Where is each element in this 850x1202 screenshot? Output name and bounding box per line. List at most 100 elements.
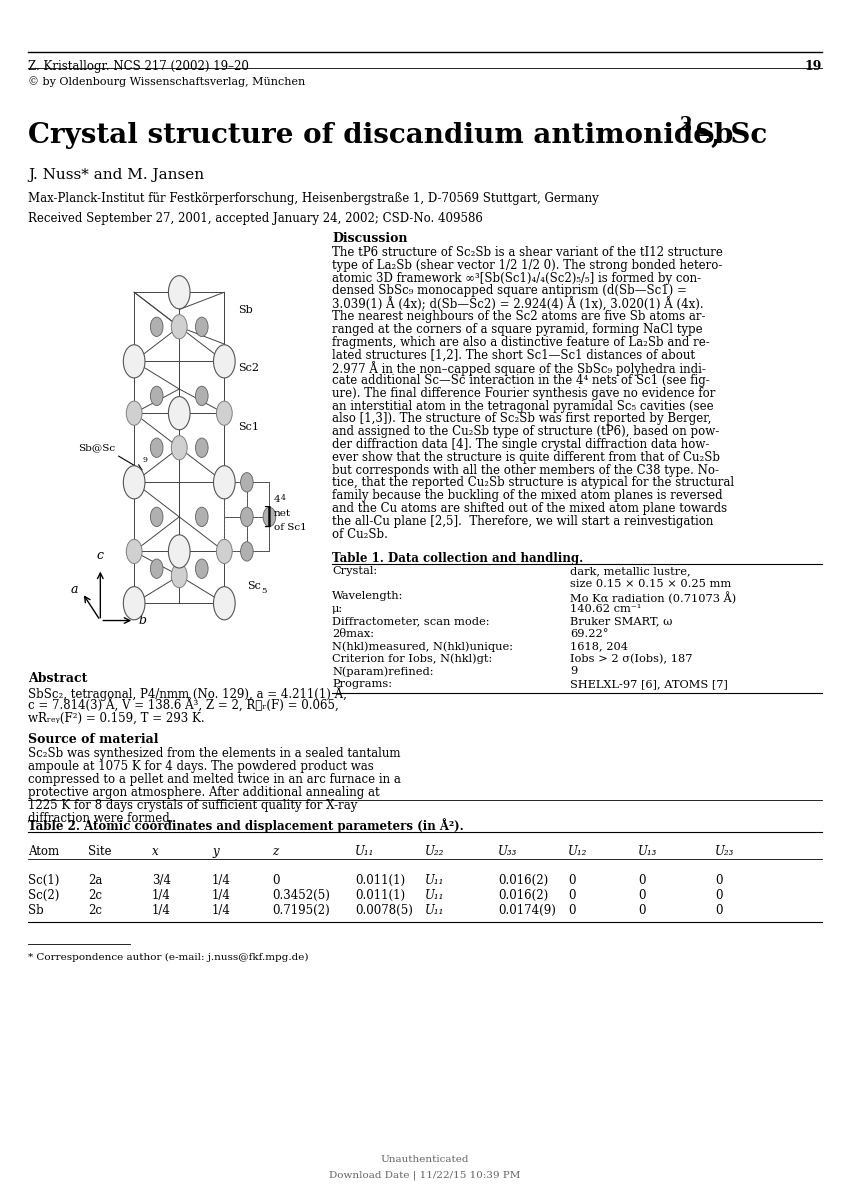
Text: 5: 5 bbox=[262, 587, 267, 595]
Text: 1225 K for 8 days crystals of sufficient quality for X-ray: 1225 K for 8 days crystals of sufficient… bbox=[28, 799, 357, 813]
Circle shape bbox=[213, 345, 235, 377]
Text: c = 7.814(3) Å, V = 138.6 Å³, Z = 2, R₟ᵣ(F) = 0.065,: c = 7.814(3) Å, V = 138.6 Å³, Z = 2, R₟ᵣ… bbox=[28, 700, 339, 713]
Text: x: x bbox=[152, 845, 159, 858]
Text: The nearest neighbours of the Sc2 atoms are five Sb atoms ar-: The nearest neighbours of the Sc2 atoms … bbox=[332, 310, 706, 323]
Circle shape bbox=[150, 507, 163, 526]
Text: 140.62 cm⁻¹: 140.62 cm⁻¹ bbox=[570, 603, 642, 614]
Text: Received September 27, 2001, accepted January 24, 2002; CSD-No. 409586: Received September 27, 2001, accepted Ja… bbox=[28, 212, 483, 225]
Text: Abstract: Abstract bbox=[28, 672, 88, 685]
Text: fragments, which are also a distinctive feature of La₂Sb and re-: fragments, which are also a distinctive … bbox=[332, 335, 710, 349]
Text: size 0.15 × 0.15 × 0.25 mm: size 0.15 × 0.15 × 0.25 mm bbox=[570, 579, 731, 589]
Circle shape bbox=[196, 386, 208, 405]
Text: c: c bbox=[97, 549, 104, 561]
Text: type of La₂Sb (shear vector 1/2 1/2 0). The strong bonded hetero-: type of La₂Sb (shear vector 1/2 1/2 0). … bbox=[332, 258, 722, 272]
Circle shape bbox=[123, 345, 145, 377]
Text: U₃₃: U₃₃ bbox=[498, 845, 518, 858]
Circle shape bbox=[241, 507, 253, 526]
Text: 69.22°: 69.22° bbox=[570, 629, 609, 639]
Circle shape bbox=[168, 397, 190, 430]
Text: 0: 0 bbox=[715, 889, 722, 902]
Text: U₁₁: U₁₁ bbox=[425, 874, 445, 887]
Text: Sb: Sb bbox=[694, 121, 734, 149]
Text: U₁₃: U₁₃ bbox=[638, 845, 657, 858]
Text: U₁₁: U₁₁ bbox=[425, 904, 445, 917]
Text: 0: 0 bbox=[568, 904, 575, 917]
Text: 2c: 2c bbox=[88, 889, 102, 902]
Text: 2c: 2c bbox=[88, 904, 102, 917]
Text: Source of material: Source of material bbox=[28, 733, 158, 746]
Text: dark, metallic lustre,: dark, metallic lustre, bbox=[570, 566, 690, 577]
Text: Wavelength:: Wavelength: bbox=[332, 591, 404, 601]
Text: 0: 0 bbox=[568, 889, 575, 902]
Circle shape bbox=[264, 507, 275, 526]
Circle shape bbox=[213, 587, 235, 620]
Text: 0.0174(9): 0.0174(9) bbox=[498, 904, 556, 917]
Text: 3/4: 3/4 bbox=[152, 874, 171, 887]
Text: lated structures [1,2]. The short Sc1—Sc1 distances of about: lated structures [1,2]. The short Sc1—Sc… bbox=[332, 349, 695, 362]
Text: Sc2: Sc2 bbox=[238, 363, 259, 374]
Text: 4: 4 bbox=[274, 495, 280, 504]
Text: an interstitial atom in the tetragonal pyramidal Sc₅ cavities (see: an interstitial atom in the tetragonal p… bbox=[332, 399, 714, 412]
Circle shape bbox=[196, 559, 208, 578]
Text: Diffractometer, scan mode:: Diffractometer, scan mode: bbox=[332, 617, 490, 626]
Text: U₁₂: U₁₂ bbox=[568, 845, 587, 858]
Text: U₂₃: U₂₃ bbox=[715, 845, 734, 858]
Text: tice, that the reported Cu₂Sb structure is atypical for the structural: tice, that the reported Cu₂Sb structure … bbox=[332, 476, 734, 489]
Text: Atom: Atom bbox=[28, 845, 60, 858]
Circle shape bbox=[127, 401, 142, 426]
Text: © by Oldenbourg Wissenschaftsverlag, München: © by Oldenbourg Wissenschaftsverlag, Mün… bbox=[28, 76, 305, 87]
Text: the all-Cu plane [2,5].  Therefore, we will start a reinvestigation: the all-Cu plane [2,5]. Therefore, we wi… bbox=[332, 514, 713, 528]
Text: Sc1: Sc1 bbox=[238, 422, 259, 432]
Text: N(param)refined:: N(param)refined: bbox=[332, 666, 434, 677]
Text: Table 1. Data collection and handling.: Table 1. Data collection and handling. bbox=[332, 553, 583, 565]
Text: diffraction were formed.: diffraction were formed. bbox=[28, 813, 173, 825]
Text: also [1,3]). The structure of Sc₂Sb was first reported by Berger,: also [1,3]). The structure of Sc₂Sb was … bbox=[332, 412, 711, 426]
Circle shape bbox=[123, 465, 145, 499]
Text: 1618, 204: 1618, 204 bbox=[570, 642, 628, 651]
Circle shape bbox=[196, 507, 208, 526]
Text: Crystal structure of discandium antimonide, Sc: Crystal structure of discandium antimoni… bbox=[28, 121, 768, 149]
Text: but corresponds with all the other members of the C38 type. No-: but corresponds with all the other membe… bbox=[332, 464, 719, 477]
Text: of Cu₂Sb.: of Cu₂Sb. bbox=[332, 528, 388, 541]
Text: 0.011(1): 0.011(1) bbox=[355, 874, 405, 887]
Text: compressed to a pellet and melted twice in an arc furnace in a: compressed to a pellet and melted twice … bbox=[28, 773, 401, 786]
Text: SbSc₂, tetragonal, P4/nmm (No. 129), a = 4.211(1) Å,: SbSc₂, tetragonal, P4/nmm (No. 129), a =… bbox=[28, 686, 347, 701]
Text: 19: 19 bbox=[805, 60, 822, 73]
Text: 2a: 2a bbox=[88, 874, 102, 887]
Text: 0: 0 bbox=[638, 874, 645, 887]
Text: Iobs > 2 σ(Iobs), 187: Iobs > 2 σ(Iobs), 187 bbox=[570, 654, 693, 665]
Text: 9: 9 bbox=[570, 666, 577, 677]
Text: J. Nuss* and M. Jansen: J. Nuss* and M. Jansen bbox=[28, 168, 204, 182]
Text: 2θmax:: 2θmax: bbox=[332, 629, 374, 639]
Text: y: y bbox=[212, 845, 218, 858]
Circle shape bbox=[217, 540, 232, 564]
Text: ampoule at 1075 K for 4 days. The powdered product was: ampoule at 1075 K for 4 days. The powder… bbox=[28, 760, 374, 773]
Text: 0: 0 bbox=[568, 874, 575, 887]
Text: 4: 4 bbox=[280, 494, 286, 502]
Text: Z. Kristallogr. NCS 217 (2002) 19–20: Z. Kristallogr. NCS 217 (2002) 19–20 bbox=[28, 60, 249, 73]
Circle shape bbox=[217, 401, 232, 426]
Text: 1/4: 1/4 bbox=[152, 889, 171, 902]
Circle shape bbox=[196, 438, 208, 458]
Circle shape bbox=[172, 315, 187, 339]
Text: Download Date | 11/22/15 10:39 PM: Download Date | 11/22/15 10:39 PM bbox=[329, 1170, 521, 1179]
Text: densed SbSc₉ monocapped square antiprism (d(Sb—Sc1) =: densed SbSc₉ monocapped square antiprism… bbox=[332, 285, 687, 297]
Text: b: b bbox=[139, 614, 147, 627]
Circle shape bbox=[150, 386, 163, 405]
Circle shape bbox=[217, 591, 232, 615]
Text: 0.0078(5): 0.0078(5) bbox=[355, 904, 413, 917]
Text: and assigned to the Cu₂Sb type of structure (tP6), based on pow-: and assigned to the Cu₂Sb type of struct… bbox=[332, 426, 719, 439]
Text: 1/4: 1/4 bbox=[212, 904, 231, 917]
Text: wRᵣₑᵧ(F²) = 0.159, T = 293 K.: wRᵣₑᵧ(F²) = 0.159, T = 293 K. bbox=[28, 712, 205, 725]
Text: Sc(1): Sc(1) bbox=[28, 874, 60, 887]
Text: ever show that the structure is quite different from that of Cu₂Sb: ever show that the structure is quite di… bbox=[332, 451, 720, 464]
Circle shape bbox=[196, 317, 208, 337]
Text: 1/4: 1/4 bbox=[212, 889, 231, 902]
Text: 0.016(2): 0.016(2) bbox=[498, 889, 548, 902]
Text: ure). The final difference Fourier synthesis gave no evidence for: ure). The final difference Fourier synth… bbox=[332, 387, 716, 400]
Text: Max-Planck-Institut für Festkörperforschung, Heisenbergstraße 1, D-70569 Stuttga: Max-Planck-Institut für Festkörperforsch… bbox=[28, 192, 598, 206]
Text: Criterion for Iobs, N(hkl)gt:: Criterion for Iobs, N(hkl)gt: bbox=[332, 654, 492, 665]
Text: Mo Kα radiation (0.71073 Å): Mo Kα radiation (0.71073 Å) bbox=[570, 591, 736, 603]
Text: and the Cu atoms are shifted out of the mixed atom plane towards: and the Cu atoms are shifted out of the … bbox=[332, 502, 727, 514]
Text: Discussion: Discussion bbox=[332, 232, 407, 245]
